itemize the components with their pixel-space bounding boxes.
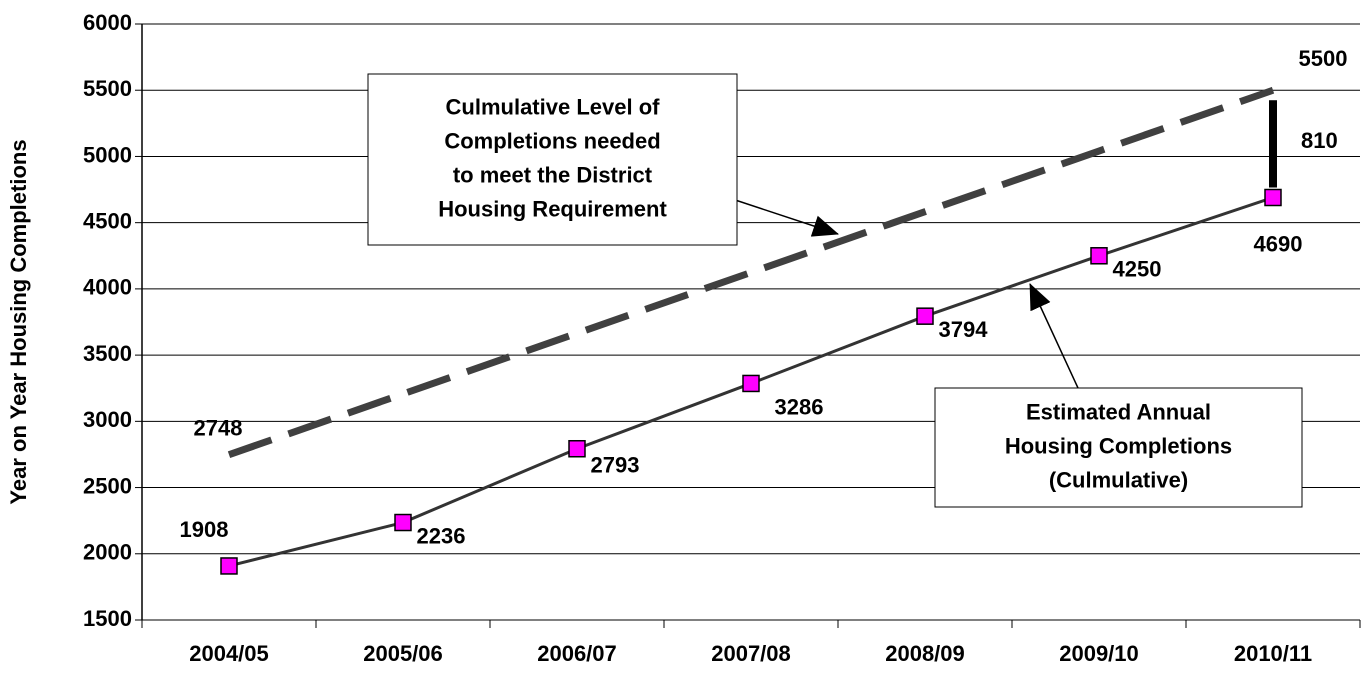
marker bbox=[1264, 188, 1282, 207]
data-label: 2793 bbox=[591, 453, 640, 478]
y-tick-label: 4500 bbox=[83, 208, 132, 233]
x-tick-label: 2010/11 bbox=[1234, 641, 1312, 666]
data-label: 4250 bbox=[1113, 257, 1162, 282]
annotation-text: Housing Completions bbox=[1005, 433, 1232, 458]
y-tick-label: 3000 bbox=[83, 407, 132, 432]
annotation-text: to meet the District bbox=[453, 162, 653, 187]
y-tick-label: 1500 bbox=[83, 606, 132, 631]
annotation-text: Completions needed bbox=[444, 128, 660, 153]
data-label: 2236 bbox=[417, 523, 466, 548]
gap-label: 810 bbox=[1301, 128, 1338, 153]
annotation-box bbox=[367, 73, 738, 246]
annotation-text: Housing Requirement bbox=[438, 196, 667, 221]
x-tick-label: 2008/09 bbox=[885, 641, 965, 666]
y-tick-label: 3500 bbox=[83, 341, 132, 366]
marker bbox=[394, 513, 412, 532]
data-label: 1908 bbox=[180, 517, 229, 542]
data-label: 3794 bbox=[939, 317, 989, 342]
data-label: 2748 bbox=[194, 416, 243, 441]
annotation-box bbox=[934, 387, 1303, 508]
dashed-line bbox=[227, 86, 1275, 459]
x-tick-label: 2005/06 bbox=[363, 641, 443, 666]
y-tick-label: 4000 bbox=[83, 275, 132, 300]
annotation-text: Estimated Annual bbox=[1026, 399, 1211, 424]
data-label: 4690 bbox=[1254, 231, 1303, 256]
marker bbox=[916, 307, 934, 325]
data-label: 5500 bbox=[1299, 46, 1348, 71]
y-tick-label: 6000 bbox=[83, 10, 132, 35]
data-label: 3286 bbox=[775, 394, 824, 419]
marker bbox=[220, 557, 238, 575]
gap-bar bbox=[1269, 100, 1277, 188]
y-tick-label: 2000 bbox=[83, 540, 132, 565]
y-tick-label: 5500 bbox=[83, 76, 132, 101]
x-tick-label: 2009/10 bbox=[1059, 641, 1139, 666]
y-tick-label: 2500 bbox=[83, 473, 132, 498]
x-tick-label: 2006/07 bbox=[537, 641, 617, 666]
marker bbox=[742, 374, 760, 393]
annotation-text: (Culmulative) bbox=[1049, 467, 1188, 492]
x-tick-label: 2004/05 bbox=[189, 641, 269, 666]
y-axis-label: Year on Year Housing Completions bbox=[6, 139, 31, 504]
y-tick-label: 5000 bbox=[83, 142, 132, 167]
x-tick-label: 2007/08 bbox=[711, 641, 791, 666]
marker bbox=[1090, 247, 1108, 265]
marker bbox=[568, 439, 586, 458]
annotation-arrow bbox=[1029, 283, 1079, 389]
annotation-text: Culmulative Level of bbox=[446, 94, 661, 119]
